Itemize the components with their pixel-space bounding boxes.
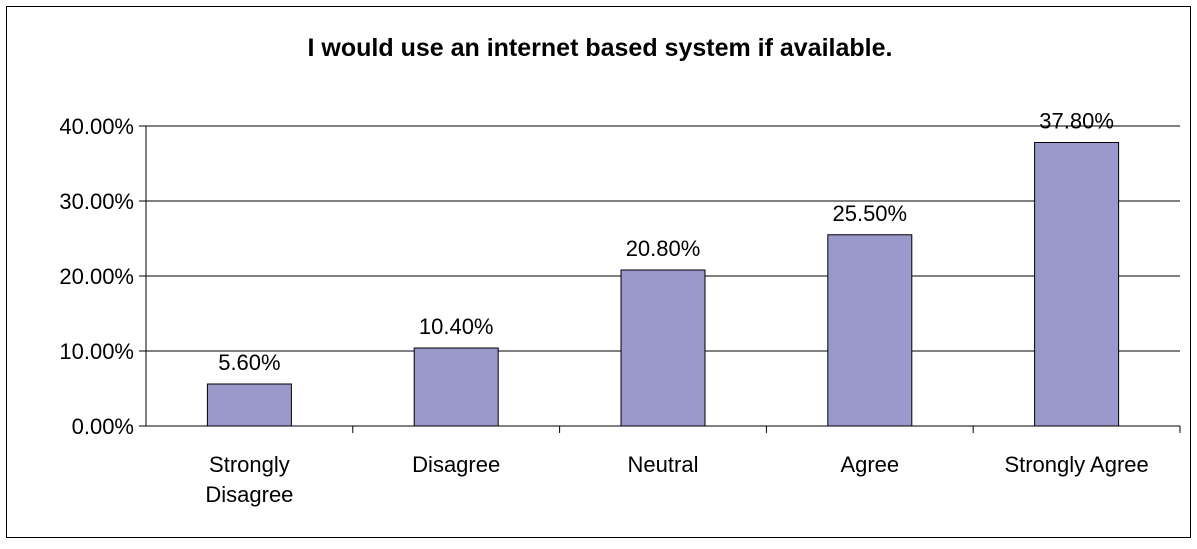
bar [1034, 142, 1120, 427]
bars [206, 142, 1120, 427]
chart-title: I would use an internet based system if … [308, 34, 893, 62]
y-tick-label: 20.00% [59, 264, 134, 289]
y-tick-label: 40.00% [59, 114, 134, 139]
data-label: 37.80% [1039, 109, 1114, 134]
data-label: 10.40% [419, 314, 494, 339]
data-labels: 5.60% Strongly Disagree 10.40% Disagree 20.80… [205, 109, 1148, 508]
y-tick-label: 10.00% [59, 339, 134, 364]
bar [827, 234, 913, 427]
data-label: 5.60% [218, 350, 280, 375]
y-tick-label: 0.00% [72, 414, 134, 439]
axes: 0.00% 10.00% 20.00% 30.00% 40.00% [59, 114, 1181, 439]
x-tick-label: Agree [840, 452, 899, 477]
bar [206, 383, 292, 427]
y-tick-label: 30.00% [59, 189, 134, 214]
x-tick-label: Strongly Agree [1004, 452, 1148, 477]
x-tick-label: Disagree [412, 452, 500, 477]
x-tick-label: Strongly [209, 452, 290, 477]
x-tick-label: Disagree [205, 482, 293, 507]
x-tick-label: Neutral [628, 452, 699, 477]
data-label: 25.50% [832, 201, 907, 226]
data-label: 20.80% [626, 236, 701, 261]
chart-border [6, 6, 1191, 538]
bar [413, 347, 499, 427]
bar [620, 269, 706, 427]
